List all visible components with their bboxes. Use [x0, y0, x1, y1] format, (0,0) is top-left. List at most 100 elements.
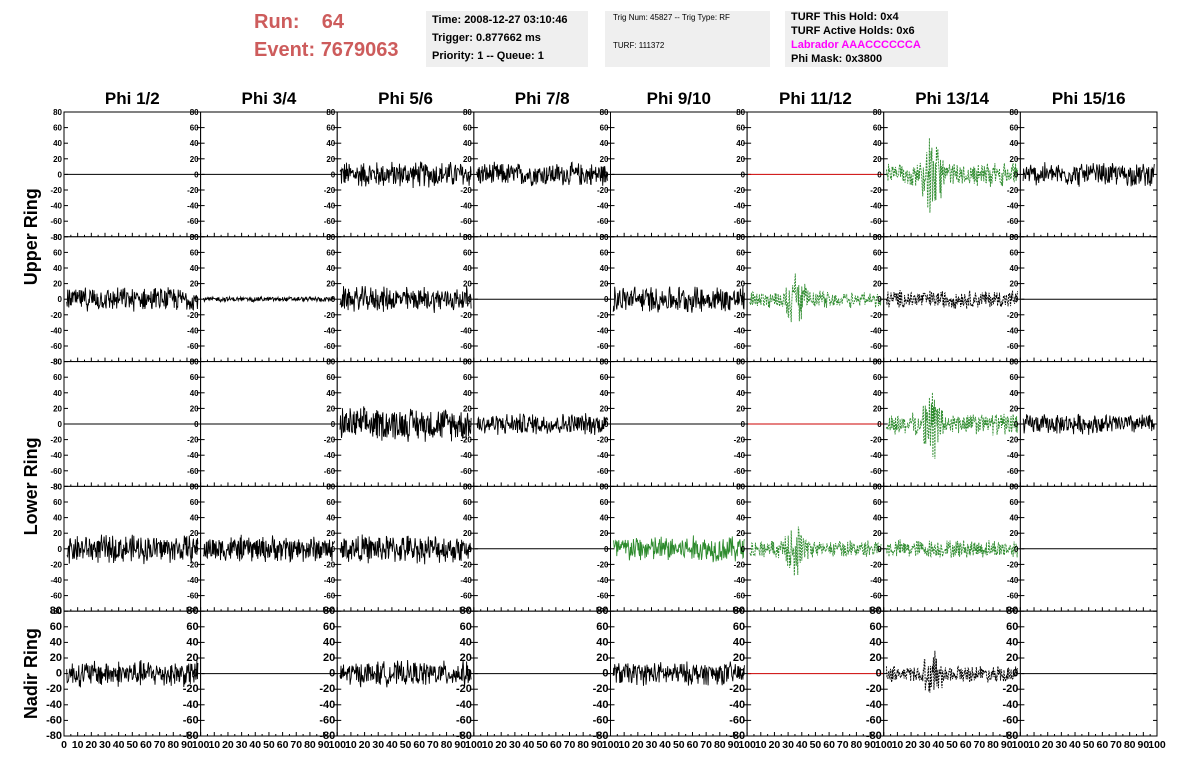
- y-tick-label: 80: [463, 358, 472, 367]
- y-tick-label: 60: [190, 373, 199, 382]
- x-tick-label: 80: [304, 739, 316, 751]
- y-tick-label: 40: [463, 139, 472, 148]
- y-tick-label: 60: [53, 248, 62, 257]
- y-tick-label: 60: [1009, 124, 1018, 133]
- y-tick-label: -60: [46, 714, 62, 726]
- x-tick-label: 20: [222, 739, 234, 751]
- y-tick-label: -60: [734, 342, 746, 351]
- x-tick-label: 100: [602, 739, 620, 751]
- y-tick-label: 80: [1009, 358, 1018, 367]
- turf-this-hold-text: TURF This Hold: 0x4: [791, 11, 899, 23]
- y-tick-label: 60: [736, 124, 745, 133]
- x-tick-label: 100: [328, 739, 346, 751]
- y-tick-label: 60: [326, 373, 335, 382]
- y-tick-label: 40: [736, 264, 745, 273]
- y-tick-label: 20: [873, 529, 882, 538]
- y-tick-label: 20: [596, 652, 608, 664]
- y-tick-label: -60: [734, 467, 746, 476]
- y-tick-label: -40: [183, 699, 199, 711]
- ring-label: Lower Ring: [21, 437, 41, 535]
- y-tick-label: -60: [187, 342, 199, 351]
- y-tick-label: 60: [326, 248, 335, 257]
- y-tick-label: 20: [736, 280, 745, 289]
- y-tick-label: 40: [190, 139, 199, 148]
- y-tick-label: -80: [183, 730, 199, 742]
- x-tick-label: 50: [126, 739, 138, 751]
- y-tick-label: 20: [50, 652, 62, 664]
- y-tick-label: -80: [50, 233, 62, 242]
- y-tick-label: 20: [53, 280, 62, 289]
- x-tick-label: 10: [482, 739, 494, 751]
- y-tick-label: -40: [1007, 326, 1019, 335]
- y-tick-label: 0: [58, 295, 63, 304]
- y-tick-label: 60: [870, 621, 882, 633]
- y-tick-label: 20: [1006, 652, 1018, 664]
- y-tick-label: 40: [870, 636, 882, 648]
- run-number: 64: [321, 11, 345, 33]
- y-tick-label: 40: [323, 636, 335, 648]
- y-tick-label: 20: [600, 155, 609, 164]
- y-tick-label: 60: [186, 621, 198, 633]
- y-tick-label: 20: [460, 652, 472, 664]
- y-tick-label: 40: [186, 636, 198, 648]
- y-tick-label: 40: [733, 636, 745, 648]
- y-tick-label: 60: [1009, 498, 1018, 507]
- y-tick-label: -80: [593, 730, 609, 742]
- y-tick-label: 40: [1009, 264, 1018, 273]
- x-tick-label: 20: [359, 739, 371, 751]
- y-tick-label: 80: [53, 358, 62, 367]
- x-tick-label: 100: [1148, 739, 1166, 751]
- y-tick-label: 80: [870, 605, 882, 617]
- y-tick-label: -80: [729, 730, 745, 742]
- x-tick-label: 90: [864, 739, 876, 751]
- x-tick-label: 10: [892, 739, 904, 751]
- y-tick-label: -20: [870, 436, 882, 445]
- y-tick-label: -40: [734, 576, 746, 585]
- x-tick-label: 60: [140, 739, 152, 751]
- y-tick-label: -20: [593, 683, 609, 695]
- y-tick-label: -20: [187, 311, 199, 320]
- x-tick-label: 10: [208, 739, 220, 751]
- y-tick-label: -20: [734, 186, 746, 195]
- y-tick-label: 80: [873, 358, 882, 367]
- x-tick-label: 60: [1097, 739, 1109, 751]
- y-tick-label: -40: [734, 202, 746, 211]
- x-tick-label: 80: [441, 739, 453, 751]
- y-tick-label: 40: [736, 389, 745, 398]
- y-tick-label: -20: [870, 311, 882, 320]
- trigger-info-box: Time: 2008-12-27 03:10:46 Trigger: 0.877…: [426, 11, 588, 67]
- x-tick-label: 40: [386, 739, 398, 751]
- y-tick-label: -60: [870, 467, 882, 476]
- x-tick-label: 20: [905, 739, 917, 751]
- y-tick-label: 40: [600, 389, 609, 398]
- turf-active-holds-text: TURF Active Holds: 0x6: [791, 25, 915, 37]
- x-tick-label: 90: [318, 739, 330, 751]
- column-header: Phi 1/2: [105, 89, 160, 108]
- y-tick-label: 60: [600, 248, 609, 257]
- y-tick-label: 60: [326, 498, 335, 507]
- waveform-trace: [1022, 413, 1155, 435]
- y-tick-label: 80: [326, 108, 335, 117]
- y-tick-label: 0: [467, 420, 472, 429]
- x-tick-label: 100: [192, 739, 210, 751]
- y-tick-label: 80: [873, 108, 882, 117]
- y-tick-label: 40: [326, 389, 335, 398]
- y-tick-label: -80: [50, 482, 62, 491]
- y-tick-label: 80: [600, 358, 609, 367]
- y-tick-label: 80: [326, 358, 335, 367]
- x-tick-label: 10: [1028, 739, 1040, 751]
- y-tick-label: -20: [1007, 560, 1019, 569]
- y-tick-label: 0: [331, 545, 336, 554]
- y-tick-label: 80: [736, 482, 745, 491]
